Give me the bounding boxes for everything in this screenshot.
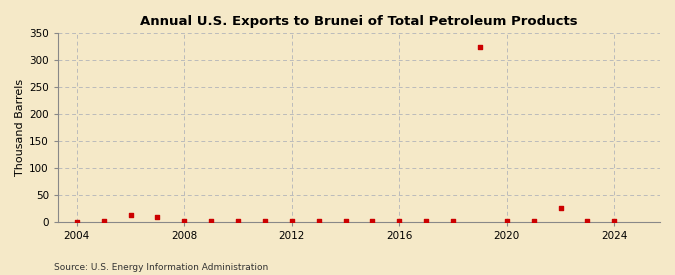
Point xyxy=(555,206,566,210)
Point xyxy=(99,219,109,223)
Point xyxy=(286,219,297,223)
Point xyxy=(259,219,270,223)
Point xyxy=(233,219,244,223)
Point xyxy=(125,213,136,218)
Point xyxy=(72,219,82,224)
Point xyxy=(582,219,593,223)
Point xyxy=(394,219,405,223)
Point xyxy=(448,219,458,223)
Point xyxy=(313,219,324,223)
Text: Source: U.S. Energy Information Administration: Source: U.S. Energy Information Administ… xyxy=(54,263,268,272)
Y-axis label: Thousand Barrels: Thousand Barrels xyxy=(15,79,25,176)
Point xyxy=(529,219,539,223)
Point xyxy=(340,219,351,223)
Point xyxy=(152,215,163,220)
Point xyxy=(179,218,190,223)
Title: Annual U.S. Exports to Brunei of Total Petroleum Products: Annual U.S. Exports to Brunei of Total P… xyxy=(140,15,578,28)
Point xyxy=(502,219,512,223)
Point xyxy=(475,45,485,49)
Point xyxy=(206,219,217,223)
Point xyxy=(367,218,378,223)
Point xyxy=(609,219,620,223)
Point xyxy=(421,219,431,223)
